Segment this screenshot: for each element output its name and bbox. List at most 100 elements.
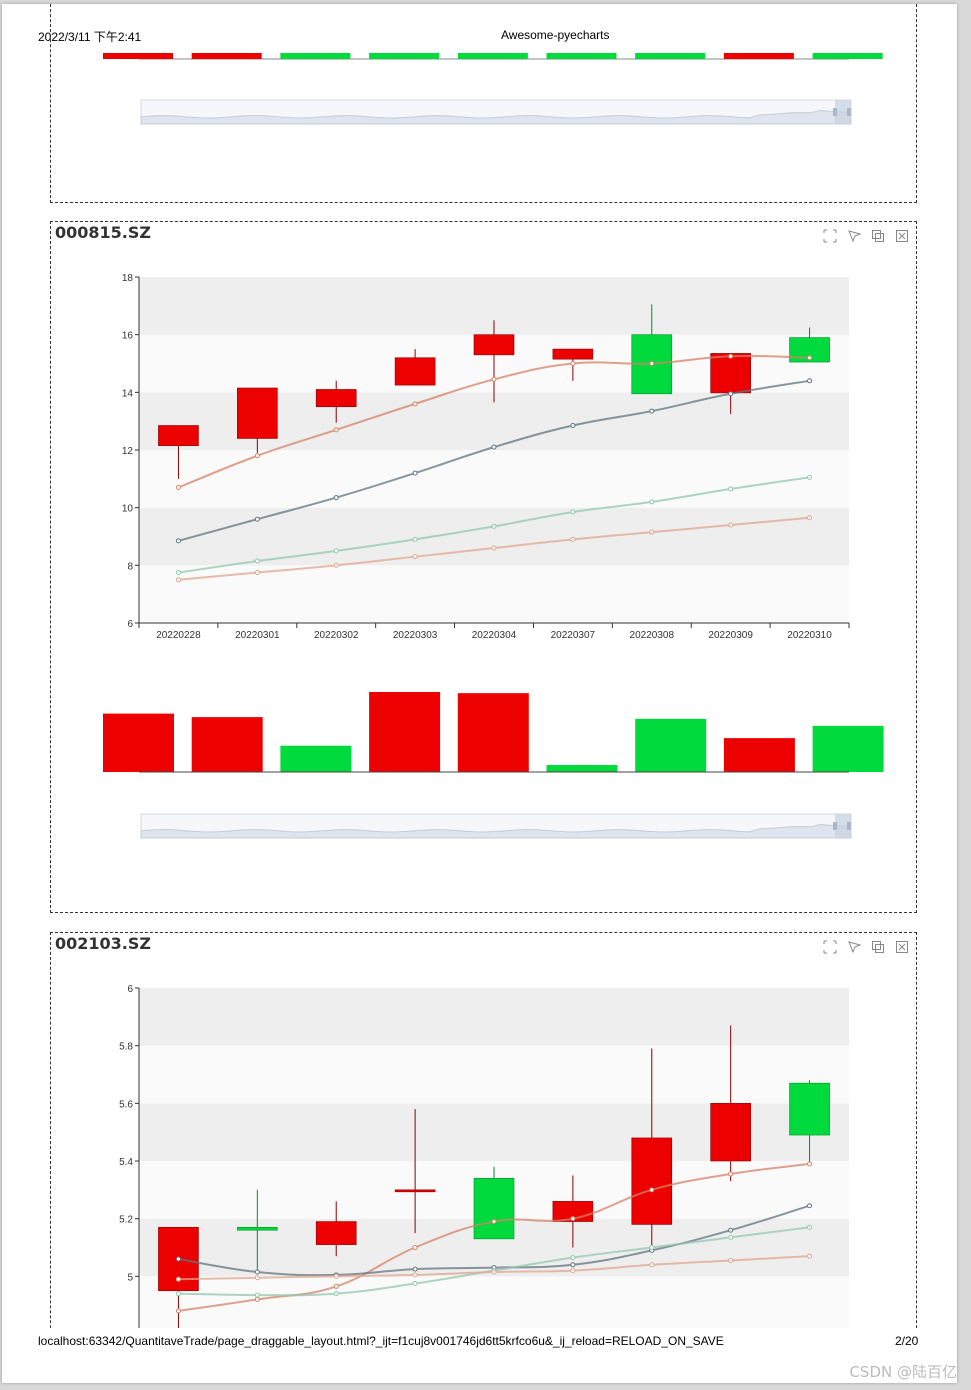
zoom-reset-icon[interactable] — [847, 940, 861, 954]
candle-body — [237, 1227, 278, 1231]
volume-bar — [546, 53, 617, 59]
candle-body — [394, 357, 436, 386]
ma-point — [175, 570, 181, 576]
ma-point — [649, 1245, 655, 1250]
ma-point — [728, 391, 734, 397]
volume-bar — [635, 53, 706, 59]
volume-bar — [635, 718, 707, 772]
print-page: 2022/3/11 下午2:41 Awesome-pyecharts 00081… — [2, 4, 957, 1383]
ma-point — [333, 562, 339, 568]
ma-point — [807, 355, 813, 361]
y-tick-label: 5.2 — [119, 1215, 133, 1226]
zoom-icon[interactable] — [823, 229, 837, 243]
x-tick-label: 20220307 — [551, 630, 596, 641]
ma-point — [570, 1216, 576, 1222]
y-tick-label: 18 — [122, 273, 134, 284]
split-area-band — [139, 450, 849, 508]
ma-point — [333, 495, 339, 501]
save-icon[interactable] — [895, 940, 909, 954]
ma-point — [254, 1296, 260, 1302]
zoom-icon[interactable] — [823, 940, 837, 954]
datazoom-slider-preview — [140, 110, 852, 125]
candle-body — [710, 1103, 751, 1162]
volume-bar — [546, 764, 618, 772]
candle-body — [552, 348, 594, 360]
volume-bar — [191, 717, 263, 772]
volume-bar — [723, 53, 794, 59]
split-area-band — [139, 1045, 849, 1104]
ma-point — [728, 1227, 734, 1233]
candlestick-chart-002103: 4.855.25.45.65.8620220228202203012022030… — [119, 984, 850, 1352]
ma-point — [333, 1291, 339, 1297]
chart-title: 000815.SZ — [55, 223, 151, 242]
zoom-reset-icon[interactable] — [847, 229, 861, 243]
chart-panel-002103: 002103.SZ 4.855.25.45.65.862022022820220… — [50, 932, 917, 1383]
volume-bar — [280, 53, 351, 59]
watermark: CSDN @陆百亿 — [849, 1363, 957, 1381]
ma-point — [333, 427, 339, 433]
y-tick-label: 5 — [127, 1272, 133, 1283]
volume-bar — [280, 745, 352, 772]
candlestick-chart-000815: 6 8 10 12 14 16 18 20220228 20220301 20220302 2022… — [103, 273, 884, 839]
ma-point — [333, 1273, 339, 1279]
ma-point — [175, 1276, 181, 1282]
x-tick-label: 20220303 — [393, 630, 438, 641]
ma-point — [412, 470, 418, 476]
ma-point — [412, 1245, 418, 1250]
ma-point — [254, 1275, 260, 1281]
ma-line — [178, 354, 810, 489]
chart-title: 002103.SZ — [55, 934, 151, 953]
restore-icon[interactable] — [871, 940, 885, 954]
y-tick-label: 6 — [127, 619, 133, 630]
ma-point — [491, 1219, 497, 1225]
ma-point — [175, 577, 181, 583]
x-tick-label: 20220301 — [235, 630, 280, 641]
y-tick-label: 16 — [122, 331, 134, 342]
print-page-number: 2/20 — [895, 1334, 919, 1348]
ma-point — [254, 453, 260, 459]
volume-bar — [191, 53, 262, 59]
ma-point — [491, 523, 497, 529]
candle-body — [710, 353, 751, 394]
ma-point — [491, 545, 497, 551]
x-tick-label: 20220228 — [156, 630, 201, 641]
ma-point — [649, 529, 655, 535]
x-tick-label: 20220304 — [472, 630, 517, 641]
candle-body — [631, 1137, 673, 1225]
volume-bar — [457, 53, 528, 59]
ma-point — [570, 1268, 576, 1274]
candle-body — [315, 389, 357, 408]
ma-point — [728, 353, 734, 359]
y-tick-label: 8 — [127, 561, 133, 572]
datazoom-slider-handle-left — [833, 822, 837, 830]
ma-point — [175, 484, 181, 490]
datazoom-slider-window — [835, 814, 851, 838]
ma-point — [807, 1161, 813, 1167]
ma-point — [491, 1269, 497, 1275]
ma-point — [649, 1187, 655, 1193]
volume-bar — [723, 738, 795, 772]
ma-point — [728, 522, 734, 528]
ma-point — [728, 1234, 734, 1240]
save-icon[interactable] — [895, 229, 909, 243]
ma-point — [333, 548, 339, 554]
ma-point — [412, 1266, 418, 1272]
ma-point — [728, 486, 734, 492]
ma-point — [728, 1257, 734, 1263]
ma-point — [570, 361, 576, 366]
datazoom-slider-handle-right — [847, 108, 851, 116]
ma-point — [807, 1253, 813, 1259]
ma-point — [175, 1256, 181, 1262]
ma-point — [570, 422, 576, 428]
print-datetime: 2022/3/11 下午2:41 — [38, 30, 142, 44]
ma-point — [254, 1269, 260, 1275]
candle-body — [789, 1082, 830, 1136]
ma-point — [175, 1291, 181, 1297]
prev-chart-svg — [103, 53, 883, 125]
ma-point — [254, 1292, 260, 1298]
ma-point — [807, 1203, 813, 1209]
datazoom-slider-preview — [140, 824, 852, 839]
restore-icon[interactable] — [871, 229, 885, 243]
ma-point — [333, 1283, 339, 1289]
ma-point — [570, 509, 576, 515]
